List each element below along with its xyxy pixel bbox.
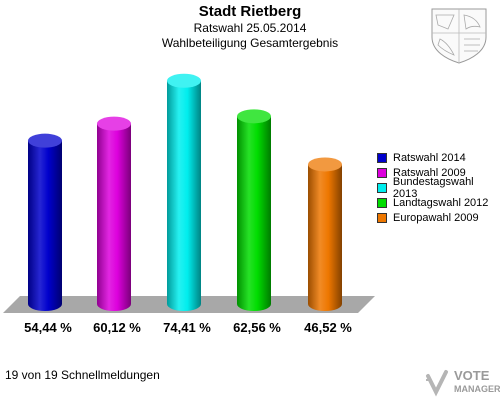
value-label-1: 54,44 % — [24, 320, 72, 335]
chart-subtitle-2: Wahlbeteiligung Gesamtergebnis — [161, 36, 339, 50]
legend-label: Ratswahl 2009 — [393, 166, 466, 179]
legend-label: Landtagswahl 2012 — [393, 196, 489, 209]
legend-swatch — [377, 197, 387, 208]
bar-top-5 — [308, 157, 342, 172]
value-label-4: 62,56 % — [233, 320, 281, 335]
legend-label: Bundestagswahl 2013 — [392, 175, 474, 200]
legend-label: Europawahl 2009 — [393, 211, 479, 224]
status-text: 19 von 19 Schnellmeldungen — [5, 368, 160, 382]
value-label-5: 46,52 % — [304, 320, 352, 335]
value-label-3: 74,41 % — [163, 320, 211, 335]
chart-subtitle: Ratswahl 25.05.2014 — [193, 21, 307, 35]
bar-2 — [97, 116, 131, 311]
bar-body-3 — [167, 80, 201, 312]
legend-item-4: Landtagswahl 2012 — [377, 195, 500, 210]
bar-top-4 — [237, 109, 271, 124]
value-label-2: 60,12 % — [93, 320, 141, 335]
legend-swatch — [377, 182, 387, 193]
bar-1 — [28, 133, 62, 311]
bar-body-5 — [308, 164, 342, 311]
legend-item-1: Ratswahl 2014 — [377, 150, 500, 165]
chart-title: Stadt Rietberg — [198, 3, 302, 20]
legend-item-3: Bundestagswahl 2013 — [377, 176, 500, 200]
coat-of-arms-icon — [431, 8, 487, 64]
legend-swatch — [377, 167, 387, 178]
bar-top-1 — [28, 133, 62, 148]
bar-3 — [167, 73, 201, 312]
legend-item-2: Ratswahl 2009 — [377, 165, 500, 180]
legend-swatch — [377, 212, 387, 223]
bar-4 — [237, 109, 271, 311]
legend-label: Ratswahl 2014 — [393, 151, 466, 164]
bar-top-2 — [97, 116, 131, 131]
bar-body-2 — [97, 123, 131, 311]
bar-5 — [308, 157, 342, 311]
legend-swatch — [377, 152, 387, 163]
logo-line-2: MANAGER — [454, 384, 500, 394]
legend: Ratswahl 2014 Ratswahl 2009 Bundestagswahl… — [377, 150, 500, 225]
bar-body-4 — [237, 116, 271, 311]
bar-body-1 — [28, 140, 62, 311]
vote-manager-logo: VOTE MANAGER — [426, 368, 500, 397]
bar-top-3 — [167, 73, 201, 88]
logo-line-1: VOTE — [454, 368, 490, 383]
legend-item-5: Europawahl 2009 — [377, 210, 500, 225]
